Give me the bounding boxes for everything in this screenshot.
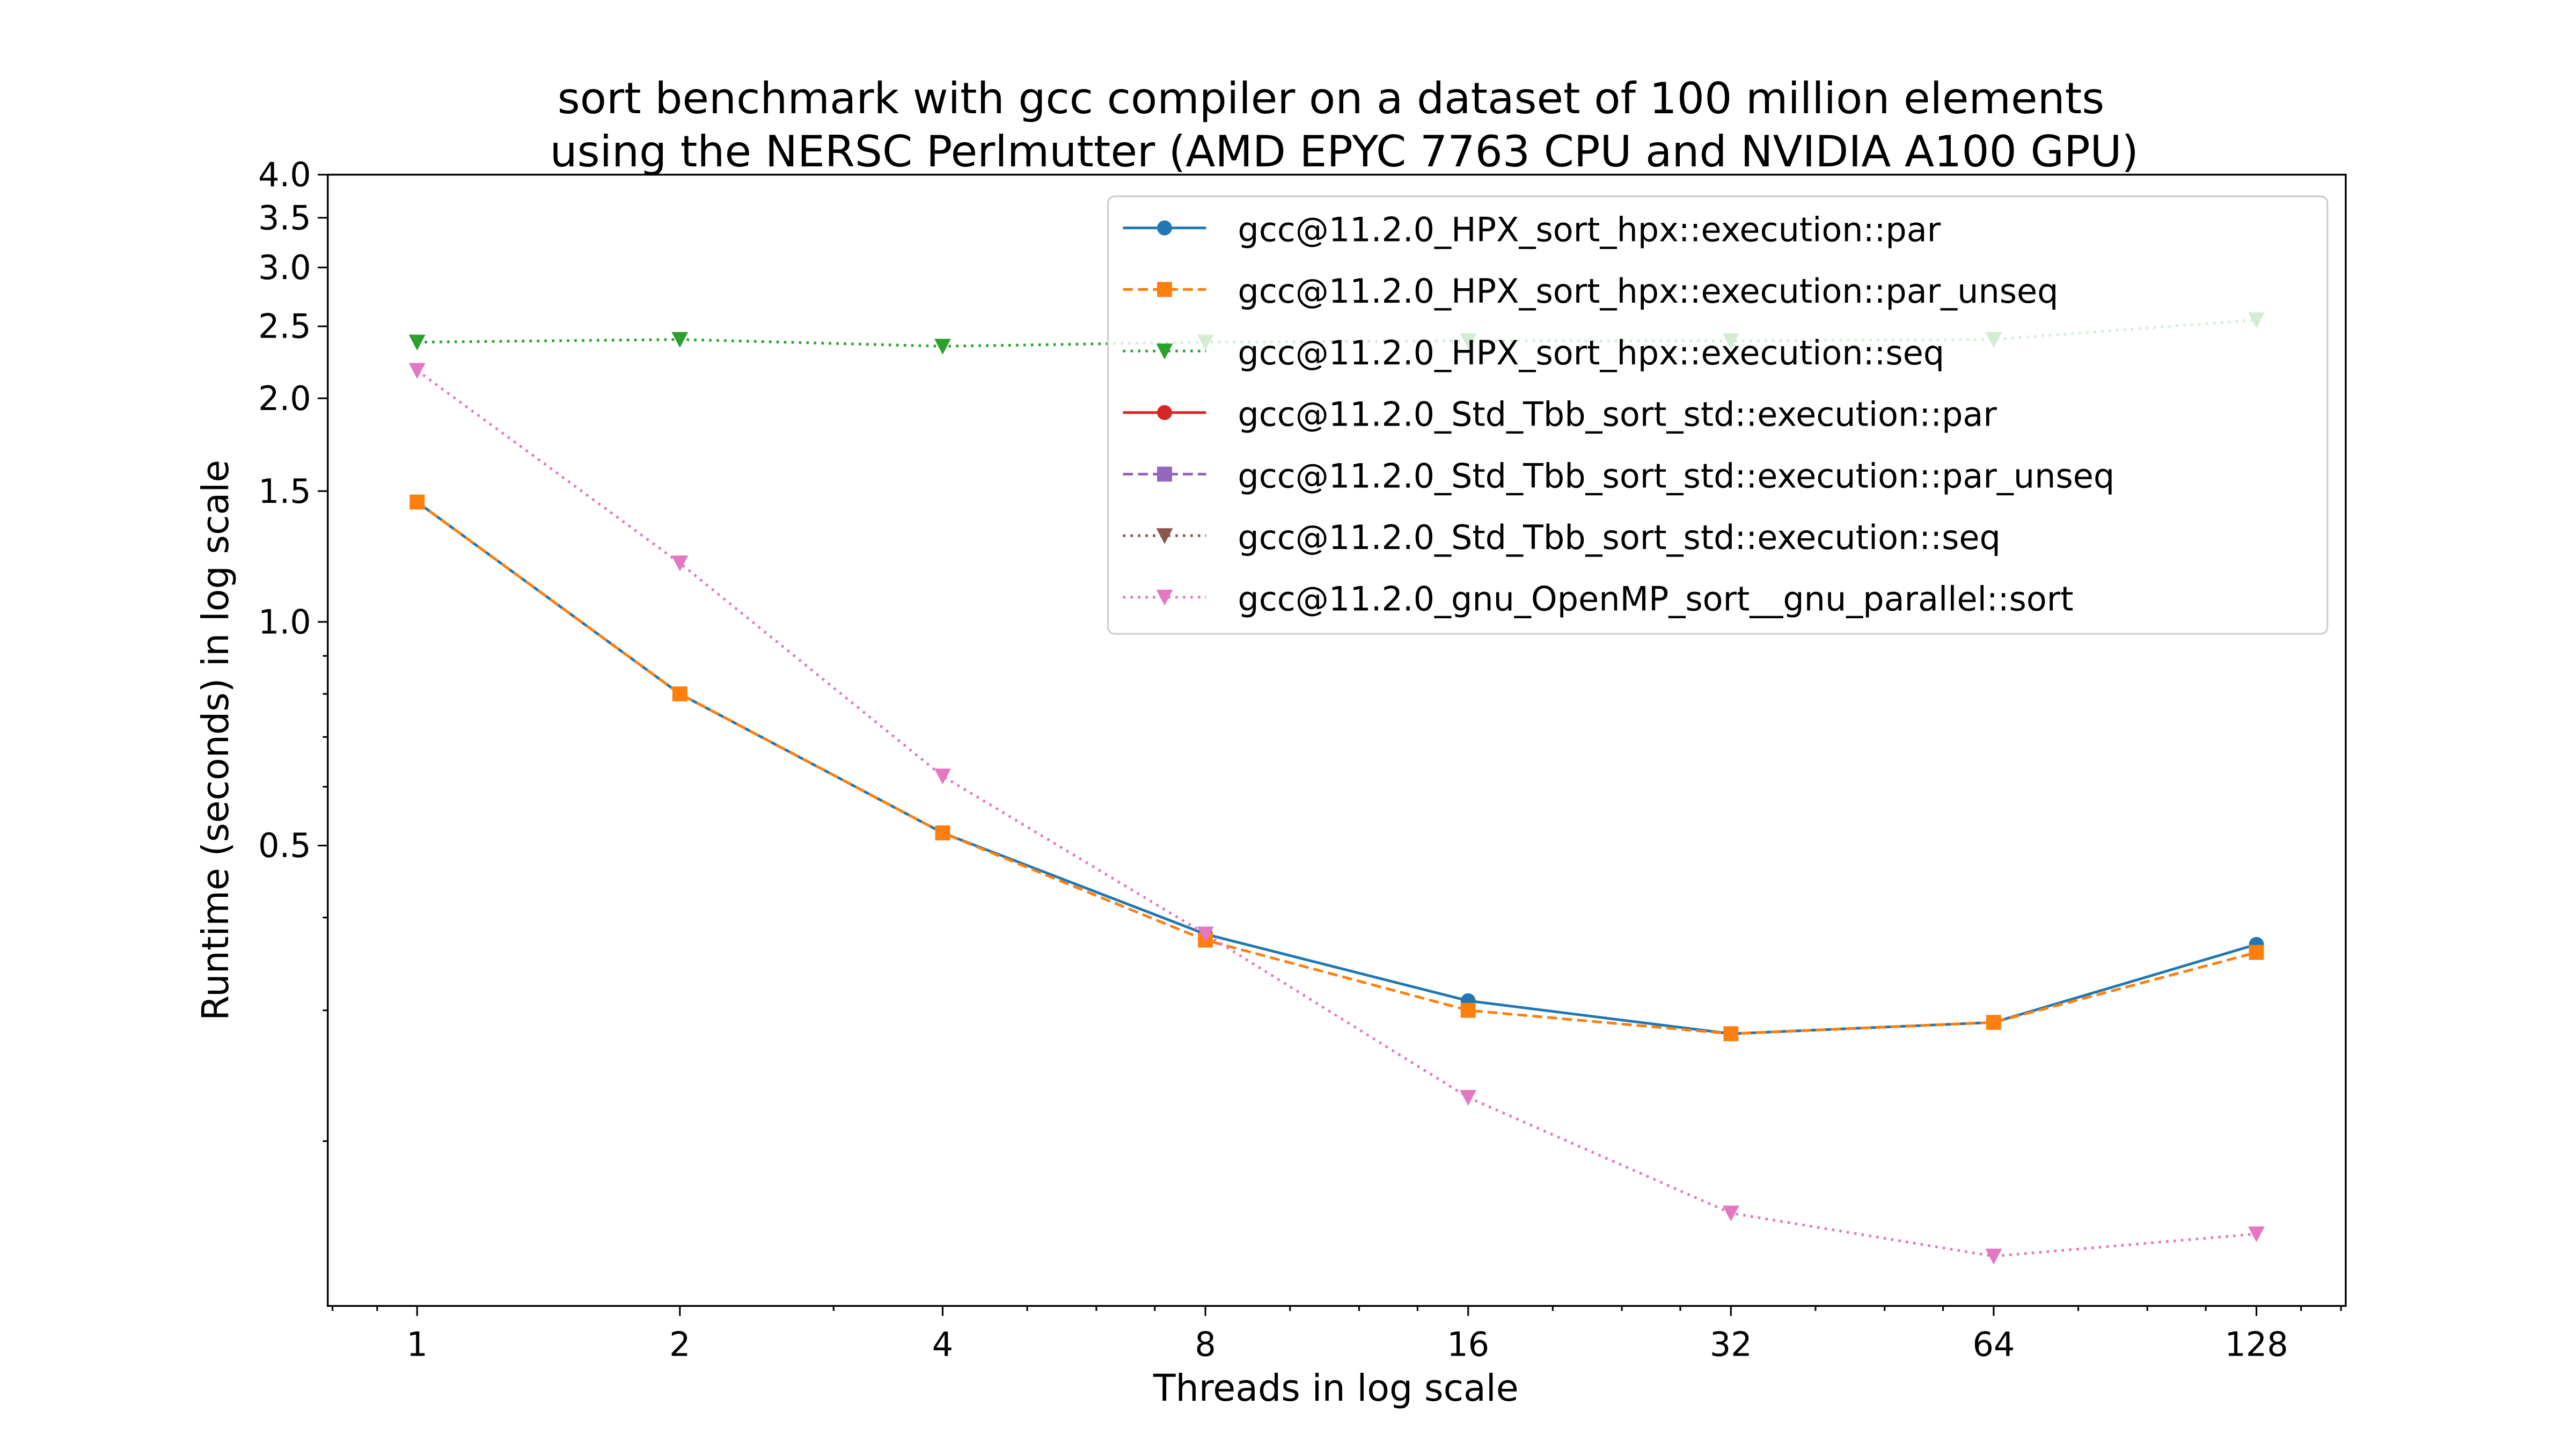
- chart-title: sort benchmark with gcc compiler on a da…: [558, 74, 2105, 124]
- series-line: [416, 369, 2257, 1258]
- legend-label: gcc@11.2.0_Std_Tbb_sort_std::execution::…: [1238, 518, 2000, 557]
- y-tick-label: 2.5: [258, 307, 311, 346]
- legend-marker: [1157, 220, 1172, 236]
- data-point: [1986, 1015, 2001, 1030]
- legend-marker: [1157, 282, 1172, 297]
- series-1: [409, 494, 2264, 1042]
- legend-marker: [1157, 466, 1172, 482]
- data-point: [934, 769, 951, 785]
- legend-label: gcc@11.2.0_gnu_OpenMP_sort__gnu_parallel…: [1238, 580, 2073, 619]
- data-point: [671, 555, 689, 572]
- y-tick-label: 3.5: [258, 198, 311, 237]
- chart-subtitle: using the NERSC Perlmutter (AMD EPYC 776…: [550, 127, 2139, 177]
- x-tick-label: 64: [1972, 1324, 2015, 1364]
- legend-marker: [1156, 343, 1173, 360]
- x-tick-label: 1: [407, 1324, 428, 1364]
- data-point: [408, 363, 426, 379]
- data-point: [1722, 1205, 1739, 1221]
- legend: gcc@11.2.0_HPX_sort_hpx::execution::parg…: [1107, 195, 2329, 635]
- y-tick-label: 1.0: [258, 603, 311, 642]
- legend-entry-1: gcc@11.2.0_HPX_sort_hpx::execution::par_…: [1123, 272, 2059, 311]
- legend-marker: [1156, 528, 1173, 544]
- x-axis-label: Threads in log scale: [1153, 1367, 1519, 1410]
- data-point: [672, 686, 687, 701]
- legend-entry-2: gcc@11.2.0_HPX_sort_hpx::execution::seq: [1123, 333, 1944, 372]
- legend-marker: [1157, 405, 1172, 420]
- y-tick-label: 4.0: [258, 155, 311, 194]
- y-tick-label: 2.0: [258, 379, 311, 418]
- x-tick-label: 4: [932, 1324, 953, 1364]
- x-tick-label: 2: [669, 1324, 690, 1364]
- legend-entry-3: gcc@11.2.0_Std_Tbb_sort_std::execution::…: [1123, 395, 1997, 434]
- data-point: [1985, 1248, 2002, 1265]
- data-point: [671, 332, 689, 348]
- legend-label: gcc@11.2.0_HPX_sort_hpx::execution::par_…: [1238, 272, 2058, 311]
- data-point: [2249, 945, 2264, 960]
- axes-frame: [327, 173, 2347, 1307]
- x-tick-label: 32: [1710, 1324, 1752, 1364]
- legend-label: gcc@11.2.0_HPX_sort_hpx::execution::seq: [1238, 333, 1944, 372]
- y-tick-label: 3.0: [258, 248, 311, 287]
- y-tick-label: 1.5: [258, 472, 311, 511]
- legend-label: gcc@11.2.0_HPX_sort_hpx::execution::par: [1238, 210, 1941, 249]
- series-6: [408, 363, 2265, 1265]
- legend-label: gcc@11.2.0_Std_Tbb_sort_std::execution::…: [1238, 395, 1997, 434]
- y-tick-label: 0.5: [258, 826, 311, 865]
- x-tick-label: 8: [1195, 1324, 1216, 1364]
- data-point: [1197, 926, 1214, 942]
- legend-entry-5: gcc@11.2.0_Std_Tbb_sort_std::execution::…: [1123, 518, 2001, 557]
- data-point: [934, 339, 951, 355]
- plot-area: 1 2 4 8 16 32 64 128 0.5 1.0 1.5 2.0 2.5 3.0 3.5 4.0: [258, 155, 2347, 1364]
- data-point: [408, 334, 426, 351]
- data-point: [1723, 1026, 1739, 1042]
- data-point: [2248, 1226, 2265, 1242]
- y-axis-label: Runtime (seconds) in log scale: [195, 460, 237, 1021]
- data-point: [1460, 1002, 1476, 1018]
- legend-entry-0: gcc@11.2.0_HPX_sort_hpx::execution::par: [1123, 210, 1941, 249]
- data-point: [1460, 1089, 1477, 1106]
- x-tick-label: 128: [2224, 1324, 2288, 1364]
- series-line: [416, 501, 2257, 1035]
- x-tick-label: 16: [1447, 1324, 1489, 1364]
- legend-marker: [1156, 589, 1173, 606]
- legend-box: [1107, 195, 2329, 635]
- legend-entry-6: gcc@11.2.0_gnu_OpenMP_sort__gnu_parallel…: [1123, 580, 2074, 619]
- data-point: [935, 825, 950, 840]
- data-point: [409, 494, 425, 510]
- legend-label: gcc@11.2.0_Std_Tbb_sort_std::execution::…: [1238, 456, 2114, 495]
- legend-entry-4: gcc@11.2.0_Std_Tbb_sort_std::execution::…: [1123, 456, 2114, 495]
